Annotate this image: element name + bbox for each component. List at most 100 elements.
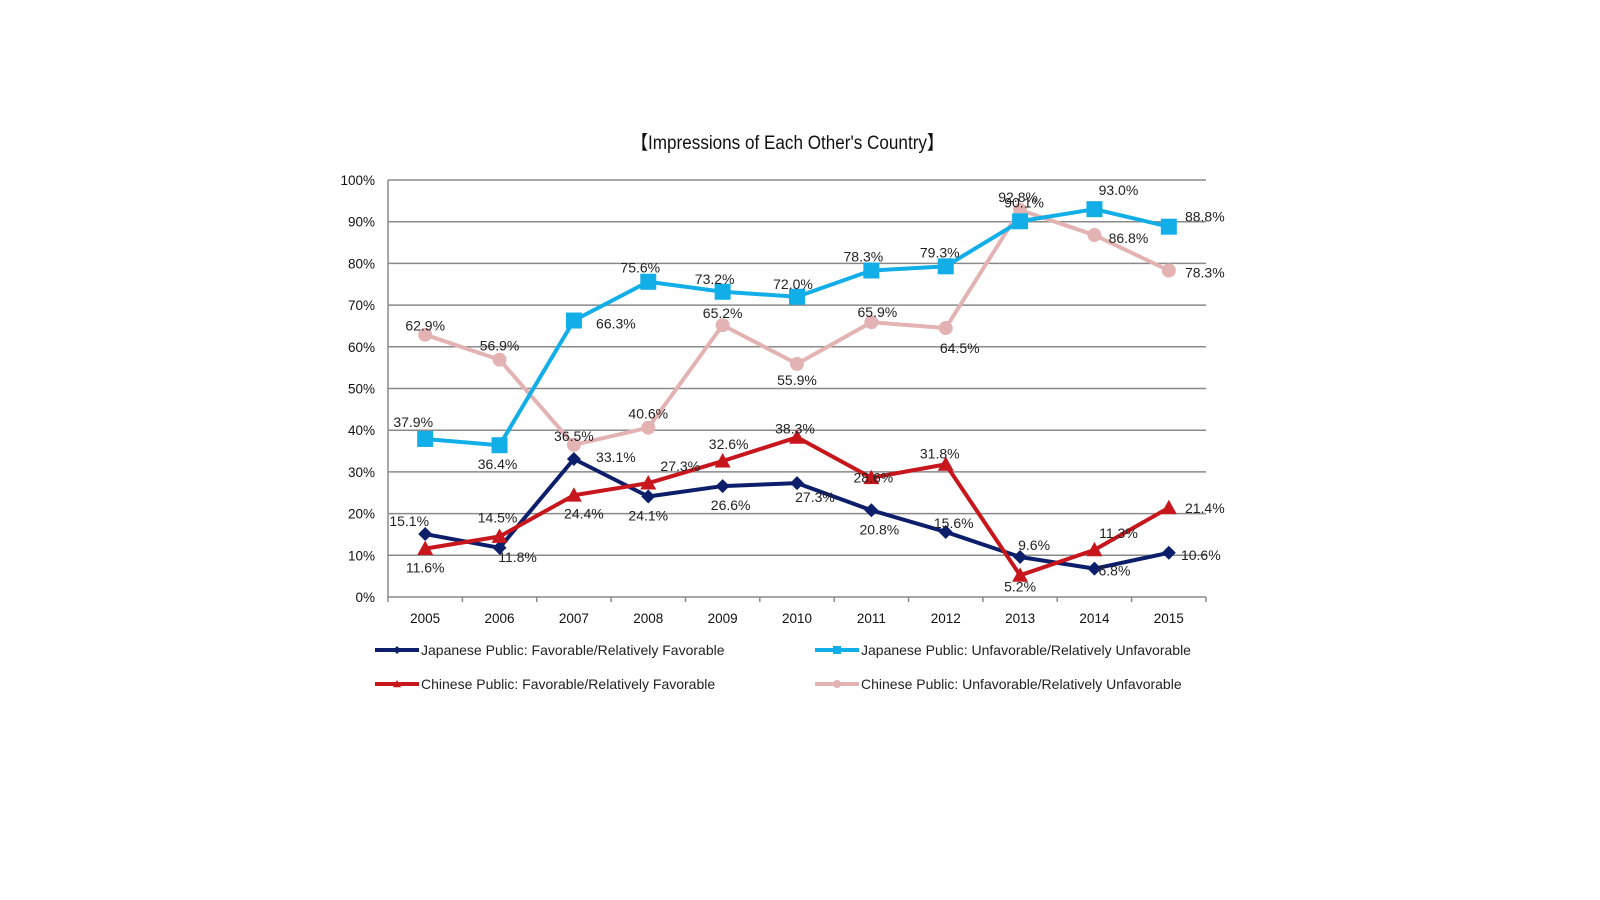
data-point [566, 437, 581, 452]
data-label: 33.1% [596, 449, 636, 465]
y-tick-label: 80% [348, 256, 375, 271]
data-point [640, 475, 657, 490]
data-point [790, 476, 804, 491]
data-label: 11.8% [498, 549, 537, 565]
y-tick-label: 70% [348, 298, 375, 313]
data-point [937, 258, 954, 275]
data-label: 24.4% [564, 505, 604, 521]
data-label: 92.8% [998, 189, 1038, 205]
y-tick-label: 90% [348, 215, 375, 230]
data-label: 65.9% [858, 304, 898, 320]
data-point [789, 429, 805, 444]
data-point [1161, 263, 1176, 278]
axes [387, 180, 1207, 602]
data-point [565, 487, 582, 502]
y-tick-label: 40% [348, 423, 375, 438]
data-point [864, 315, 879, 330]
data-label: 36.5% [554, 428, 594, 444]
data-label: 11.6% [406, 560, 445, 576]
data-point [492, 352, 507, 367]
data-point [491, 528, 508, 543]
data-point [417, 430, 434, 447]
data-label: 79.3% [920, 244, 960, 260]
data-label: 27.3% [795, 489, 835, 505]
data-point [863, 469, 880, 485]
y-tick-label: 10% [348, 548, 375, 563]
data-label: 78.3% [844, 248, 884, 264]
data-label: 27.3% [660, 458, 700, 474]
y-tick-label: 30% [348, 465, 375, 480]
legend-label: Chinese Public: Unfavorable/Relatively U… [861, 676, 1182, 692]
data-point [565, 312, 582, 329]
data-label: 28.6% [854, 470, 894, 486]
data-label: 93.0% [1099, 182, 1139, 198]
x-tick-label: 2006 [485, 611, 515, 626]
data-point [715, 318, 730, 333]
data-point [1160, 499, 1177, 515]
legend-marker [833, 646, 841, 654]
data-label: 40.6% [628, 406, 668, 422]
data-label: 64.5% [940, 340, 980, 356]
chart-title: 【Impressions of Each Other's Country】 [630, 133, 945, 154]
y-tick-label: 100% [340, 173, 375, 188]
data-label: 56.9% [480, 338, 520, 354]
data-point [938, 321, 953, 336]
x-tick-label: 2012 [931, 611, 961, 626]
x-tick-label: 2009 [708, 611, 738, 626]
data-label: 78.3% [1185, 264, 1225, 280]
x-axis-ticks: 2005 2006 2007 2008 2009 2010 2011 2012 2013 2014… [410, 611, 1184, 626]
data-label: 5.2% [1004, 578, 1036, 594]
data-point [789, 288, 805, 305]
legend-label: Japanese Public: Favorable/Relatively Fa… [421, 642, 725, 658]
y-tick-label: 0% [355, 590, 375, 605]
data-point [938, 524, 953, 539]
data-point [417, 540, 434, 556]
data-point [1086, 201, 1103, 218]
data-label: 66.3% [596, 316, 636, 332]
data-label: 38.3% [775, 420, 815, 436]
data-point [1161, 545, 1176, 560]
data-labels: 62.9% 56.9% 36.5% 40.6% 65.2% 55.9% 65.9% 64.5%… [389, 182, 1224, 594]
data-point [1012, 567, 1029, 582]
y-tick-label: 50% [348, 382, 375, 397]
data-point [1087, 228, 1102, 243]
data-point [864, 503, 879, 518]
data-label: 90.1% [1004, 194, 1044, 210]
data-label: 6.8% [1098, 563, 1130, 579]
legend-marker [833, 680, 841, 688]
data-label: 14.5% [478, 510, 518, 526]
data-label: 26.6% [711, 497, 751, 513]
x-tick-label: 2013 [1005, 611, 1035, 626]
x-tick-label: 2015 [1154, 611, 1184, 626]
x-tick-label: 2008 [633, 611, 663, 626]
data-point [491, 437, 508, 454]
data-point [715, 479, 730, 494]
data-point [1013, 549, 1028, 564]
data-point [641, 489, 656, 504]
data-point [566, 451, 581, 466]
y-tick-label: 60% [348, 340, 375, 355]
legend: Japanese Public: Favorable/Relatively Fa… [375, 642, 1191, 692]
x-tick-label: 2010 [782, 611, 812, 626]
data-label: 36.4% [478, 456, 518, 472]
data-label: 9.6% [1018, 537, 1050, 553]
legend-label: Japanese Public: Unfavorable/Relatively … [861, 642, 1191, 658]
data-label: 75.6% [620, 260, 660, 276]
data-label: 20.8% [860, 521, 900, 537]
legend-marker [393, 680, 401, 688]
data-label: 73.2% [695, 271, 735, 287]
data-label: 31.8% [920, 445, 960, 461]
data-label: 32.6% [709, 436, 749, 452]
series-markers [417, 201, 1177, 582]
data-label: 65.2% [703, 305, 743, 321]
data-label: 72.0% [773, 276, 813, 292]
data-label: 15.6% [934, 515, 974, 531]
series-line [425, 207, 1170, 448]
data-point [1087, 561, 1102, 576]
data-point [863, 262, 880, 279]
x-tick-label: 2007 [559, 611, 589, 626]
data-point [1012, 213, 1029, 230]
data-label: 15.1% [389, 513, 429, 529]
y-tick-label: 20% [348, 507, 375, 522]
